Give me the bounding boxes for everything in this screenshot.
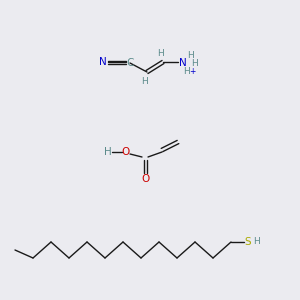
Text: H: H bbox=[187, 50, 194, 59]
Text: H: H bbox=[253, 238, 260, 247]
Text: N: N bbox=[179, 58, 187, 68]
Text: H: H bbox=[142, 76, 148, 85]
Text: H: H bbox=[184, 68, 190, 76]
Text: H: H bbox=[104, 147, 112, 157]
Text: S: S bbox=[245, 237, 251, 247]
Text: O: O bbox=[141, 174, 149, 184]
Text: H: H bbox=[158, 49, 164, 58]
Text: C: C bbox=[126, 58, 134, 68]
Text: +: + bbox=[189, 68, 195, 76]
Text: O: O bbox=[122, 147, 130, 157]
Text: N: N bbox=[99, 57, 107, 67]
Text: H: H bbox=[192, 58, 198, 68]
